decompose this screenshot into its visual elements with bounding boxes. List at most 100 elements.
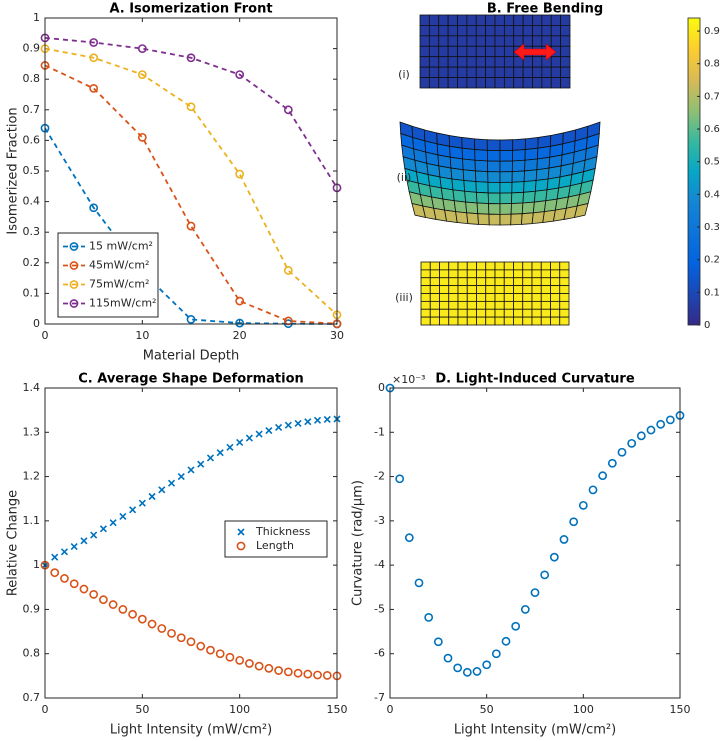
- mesh-cell: [476, 293, 487, 302]
- y-tick-label: 0.3: [23, 225, 41, 238]
- mesh-cell: [540, 277, 551, 287]
- data-point: [186, 315, 196, 324]
- mesh-cell: [486, 139, 501, 152]
- data-point: [119, 512, 127, 520]
- mesh-cell: [513, 269, 524, 279]
- chart-title: B. Free Bending: [487, 2, 603, 17]
- mesh-cell: [420, 293, 431, 302]
- mesh-cell: [531, 261, 542, 271]
- data-point: [453, 663, 463, 673]
- y-tick-label: -2: [374, 470, 385, 483]
- data-point: [323, 415, 331, 424]
- mesh-cell: [439, 308, 450, 318]
- data-point: [137, 44, 147, 53]
- mesh-cell: [466, 66, 477, 78]
- mesh-cell: [559, 316, 570, 326]
- data-point: [235, 169, 245, 179]
- mesh-cell: [510, 213, 523, 226]
- colorbar-tick-label: 0.4: [704, 189, 720, 200]
- mesh-cell: [428, 45, 440, 58]
- mesh-cell: [419, 14, 430, 26]
- x-tick-label: 10: [135, 329, 149, 342]
- y-tick-label: 0.7: [23, 691, 41, 704]
- mesh-cell: [494, 261, 505, 271]
- y-tick-label: 0.6: [23, 133, 41, 146]
- mesh-cell: [540, 308, 551, 318]
- mesh-cell: [522, 25, 533, 37]
- mesh-cell: [475, 14, 487, 26]
- mesh-cell: [485, 25, 496, 37]
- mesh-cell: [448, 269, 459, 279]
- data-point: [472, 667, 482, 676]
- mesh-cell: [487, 192, 501, 205]
- mesh-cell: [485, 300, 496, 310]
- marker-stroke: [237, 528, 245, 536]
- data-point: [254, 661, 264, 671]
- mesh-cell: [513, 308, 524, 318]
- data-point: [177, 473, 185, 481]
- legend-marker: [237, 528, 245, 536]
- data-point: [293, 668, 303, 678]
- marker-stroke: [148, 492, 156, 501]
- mesh-cell: [420, 316, 431, 326]
- data-point: [607, 458, 617, 468]
- mesh-cell: [485, 293, 496, 302]
- data-point: [414, 578, 424, 588]
- data-point: [304, 418, 312, 426]
- marker-stroke: [304, 418, 312, 426]
- data-point: [186, 221, 196, 231]
- mesh-cell: [511, 181, 525, 194]
- mesh-cell: [448, 293, 459, 302]
- x-tick-label: 0: [387, 703, 394, 716]
- marker-stroke: [206, 454, 215, 462]
- mesh-cell: [466, 316, 477, 326]
- mesh-cell: [513, 77, 524, 89]
- mesh-cell: [448, 277, 459, 287]
- mesh-cell: [503, 56, 515, 68]
- data-point: [89, 83, 99, 93]
- data-point: [129, 506, 137, 514]
- mesh-cell: [559, 285, 570, 294]
- colorbar: [687, 17, 701, 326]
- x-tick-label: 50: [480, 703, 494, 716]
- mesh-cell: [465, 201, 479, 215]
- marker-stroke: [90, 531, 98, 539]
- mesh-cell: [513, 14, 524, 26]
- mesh-cell: [475, 56, 487, 68]
- mesh-cell: [533, 189, 548, 203]
- mesh-cell: [550, 293, 561, 302]
- y-axis-label: Curvature (rad/μm): [351, 480, 366, 606]
- mesh-cell: [499, 149, 514, 162]
- data-point: [215, 649, 225, 659]
- data-point: [274, 666, 283, 675]
- colorbar-tick-label: 0.7: [704, 91, 720, 102]
- data-point: [137, 70, 147, 80]
- mesh-cell: [466, 300, 477, 310]
- data-point: [511, 621, 521, 631]
- mesh-cell: [419, 77, 430, 89]
- mesh-cell: [474, 159, 489, 173]
- mesh-cell: [560, 45, 571, 58]
- y-tick-label: 0.2: [23, 256, 41, 269]
- mesh-cell: [439, 300, 450, 310]
- marker-stroke: [255, 430, 263, 438]
- data-point: [157, 624, 167, 633]
- marker-stroke: [265, 426, 273, 435]
- mesh-cell: [511, 170, 526, 183]
- mesh-cell: [499, 160, 513, 173]
- mesh-cell: [511, 191, 525, 204]
- mesh-cell: [485, 261, 496, 271]
- mesh-cell: [531, 300, 542, 310]
- data-point: [186, 102, 196, 112]
- mesh-cell: [522, 269, 533, 279]
- mesh-cell: [476, 316, 487, 326]
- mesh-cell: [531, 293, 542, 302]
- mesh-cell: [485, 77, 496, 89]
- data-point: [656, 419, 666, 429]
- panel-label: (ii): [397, 171, 412, 184]
- mesh-cell: [438, 45, 449, 58]
- data-point: [617, 447, 627, 457]
- data-point: [322, 671, 332, 680]
- mesh-cell: [573, 202, 589, 218]
